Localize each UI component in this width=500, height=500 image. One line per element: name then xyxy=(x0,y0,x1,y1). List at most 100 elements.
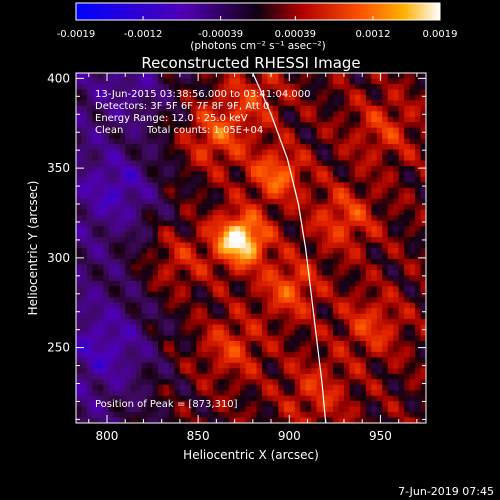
heatmap-cell xyxy=(103,253,110,260)
heatmap-cell xyxy=(114,165,121,173)
heatmap-cell xyxy=(305,373,312,380)
heatmap-cell xyxy=(207,291,214,298)
heatmap-cell xyxy=(163,100,170,107)
heatmap-cell xyxy=(398,248,405,255)
heatmap-cell xyxy=(322,406,329,413)
heatmap-cell xyxy=(130,302,137,309)
heatmap-cell xyxy=(251,122,258,129)
heatmap-cell xyxy=(152,346,159,353)
heatmap-cell xyxy=(300,220,307,227)
heatmap-cell xyxy=(327,94,334,101)
heatmap-cell xyxy=(305,308,312,315)
heatmap-cell xyxy=(420,198,426,205)
heatmap-cell xyxy=(179,319,186,326)
heatmap-cell xyxy=(305,417,312,423)
heatmap-cell xyxy=(420,149,426,156)
heatmap-cell xyxy=(141,264,148,271)
heatmap-cell xyxy=(141,105,148,112)
heatmap-cell xyxy=(147,133,154,140)
heatmap-cell xyxy=(398,390,405,397)
heatmap-cell xyxy=(278,253,285,260)
heatmap-cell xyxy=(278,346,285,353)
heatmap-cell xyxy=(365,116,372,123)
heatmap-cell xyxy=(409,73,416,80)
x-tick-label: 950 xyxy=(369,429,392,443)
heatmap-cell xyxy=(289,160,296,167)
heatmap-cell xyxy=(251,330,258,337)
heatmap-cell xyxy=(272,324,279,331)
heatmap-cell xyxy=(333,171,340,178)
heatmap-cell xyxy=(92,111,99,118)
heatmap-cell xyxy=(158,78,165,85)
heatmap-cell xyxy=(130,346,137,353)
heatmap-cell xyxy=(207,258,214,266)
heatmap-cell xyxy=(212,253,219,260)
heatmap-cell xyxy=(125,105,132,112)
heatmap-cell xyxy=(158,215,165,222)
heatmap-cell xyxy=(81,187,88,194)
heatmap-cell xyxy=(174,319,181,326)
heatmap-cell xyxy=(256,286,263,293)
heatmap-cell xyxy=(387,116,394,123)
heatmap-cell xyxy=(261,226,269,233)
heatmap-cell xyxy=(261,291,269,298)
heatmap-cell xyxy=(415,187,422,194)
heatmap-cell xyxy=(196,264,203,271)
heatmap-cell xyxy=(305,193,312,200)
heatmap-cell xyxy=(76,122,83,129)
heatmap-cell xyxy=(322,149,329,156)
heatmap-cell xyxy=(316,193,323,200)
heatmap-cell xyxy=(114,269,121,276)
heatmap-cell xyxy=(234,149,241,156)
heatmap-cell xyxy=(261,412,269,419)
heatmap-cell xyxy=(349,346,356,353)
heatmap-cell xyxy=(333,160,340,167)
heatmap-cell xyxy=(114,133,121,140)
heatmap-cell xyxy=(86,308,94,315)
heatmap-cell xyxy=(81,116,88,123)
heatmap-cell xyxy=(179,302,186,309)
heatmap-cell xyxy=(125,127,132,134)
heatmap-cell xyxy=(223,160,230,167)
heatmap-cell xyxy=(289,406,296,413)
heatmap-cell xyxy=(212,269,219,276)
heatmap-cell xyxy=(141,83,148,91)
heatmap-cell xyxy=(338,313,345,320)
heatmap-cell xyxy=(136,83,143,91)
heatmap-cell xyxy=(420,253,426,260)
heatmap-cell xyxy=(147,302,154,309)
heatmap-cell xyxy=(261,198,269,205)
heatmap-cell xyxy=(179,111,186,118)
heatmap-cell xyxy=(185,73,192,80)
heatmap-cell xyxy=(294,176,301,183)
heatmap-cell xyxy=(300,346,307,353)
heatmap-cell xyxy=(256,198,263,205)
heatmap-cell xyxy=(130,258,137,266)
heatmap-cell xyxy=(376,324,383,331)
heatmap-cell xyxy=(322,275,329,282)
heatmap-cell xyxy=(338,335,345,342)
heatmap-cell xyxy=(360,324,367,331)
heatmap-cell xyxy=(305,379,312,386)
heatmap-cell xyxy=(136,220,143,227)
heatmap-cell xyxy=(343,291,351,298)
heatmap-cell xyxy=(223,155,230,162)
heatmap-cell xyxy=(147,111,154,118)
heatmap-cell xyxy=(338,269,345,276)
heatmap-cell xyxy=(108,291,115,298)
heatmap-cell xyxy=(81,122,88,129)
heatmap-cell xyxy=(179,373,186,380)
heatmap-cell xyxy=(152,412,159,419)
heatmap-cell xyxy=(229,368,236,375)
heatmap-cell xyxy=(354,204,361,211)
heatmap-cell xyxy=(179,237,186,244)
heatmap-cell xyxy=(76,171,83,178)
heatmap-cell xyxy=(76,286,83,293)
heatmap-cell xyxy=(300,335,307,342)
heatmap-cell xyxy=(415,335,422,342)
heatmap-cell xyxy=(365,89,372,96)
heatmap-cell xyxy=(294,100,301,107)
heatmap-cell xyxy=(212,204,219,211)
heatmap-cell xyxy=(223,302,230,309)
heatmap-cell xyxy=(136,417,143,423)
